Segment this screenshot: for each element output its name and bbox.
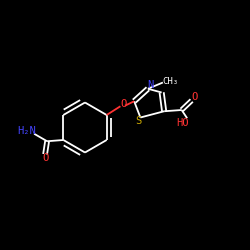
Text: O: O <box>120 99 126 109</box>
Text: O: O <box>191 92 197 102</box>
Text: S: S <box>135 116 141 126</box>
Text: CH₃: CH₃ <box>162 77 178 86</box>
Text: O: O <box>42 153 48 163</box>
Text: N: N <box>147 80 153 90</box>
Text: HO: HO <box>176 118 189 128</box>
Text: H₂N: H₂N <box>17 126 36 136</box>
